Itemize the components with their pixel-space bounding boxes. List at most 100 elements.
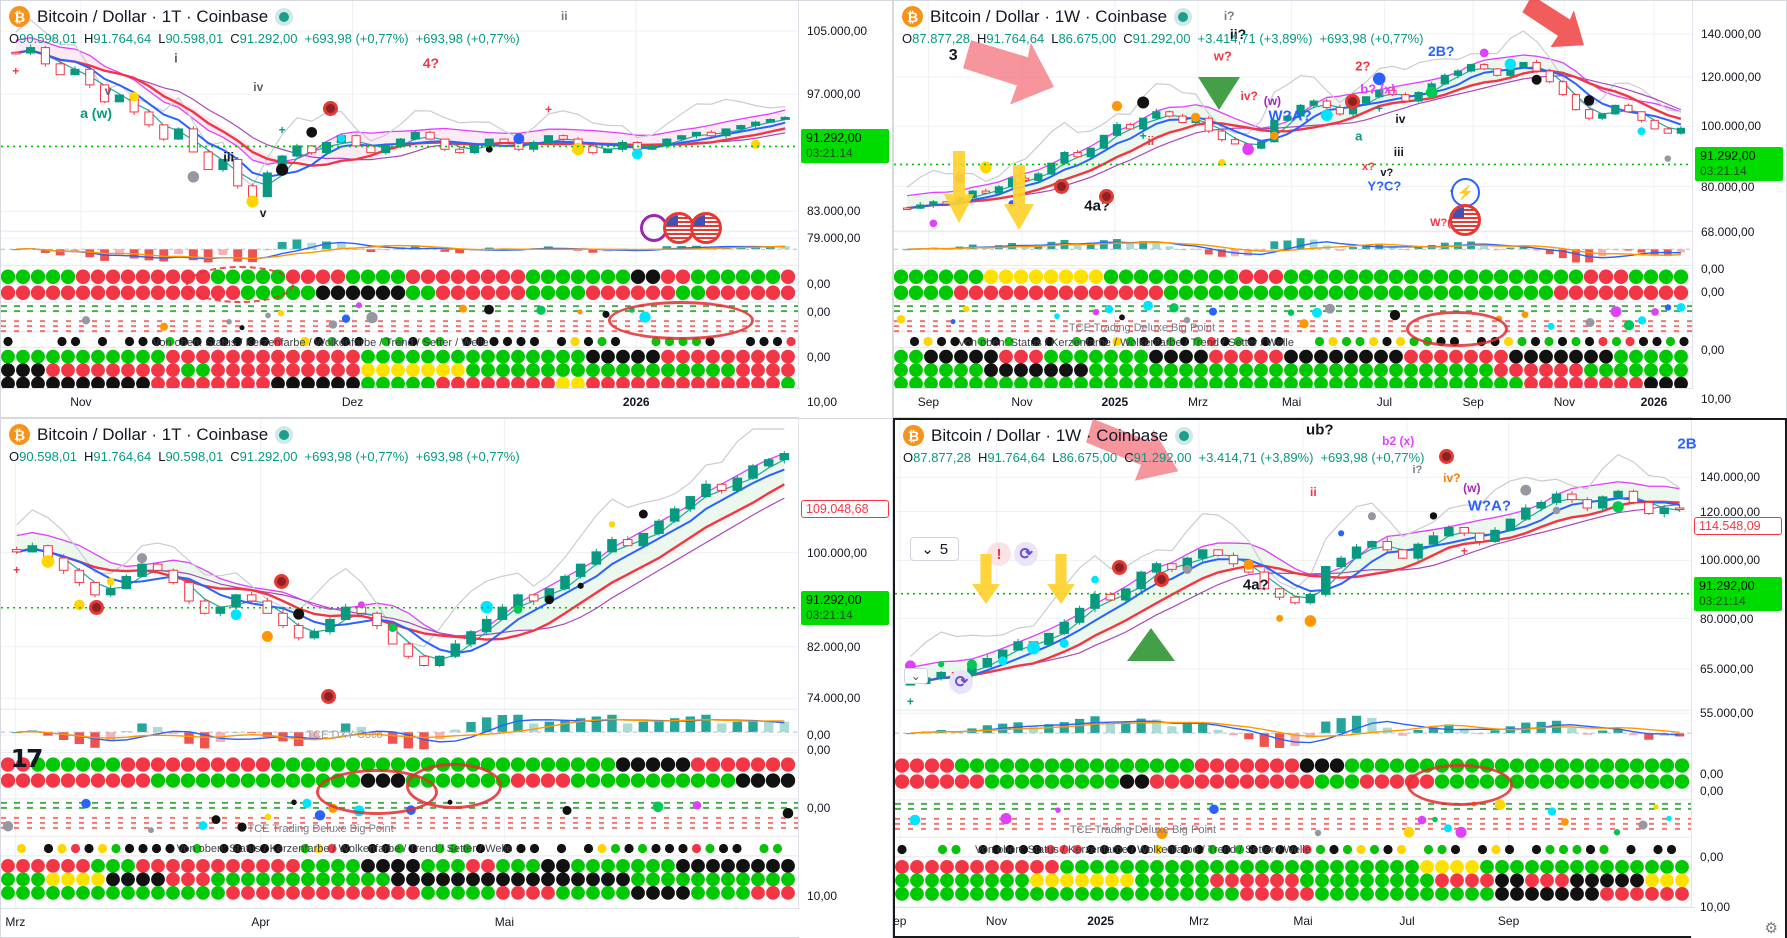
- signal-target-icon[interactable]: [1098, 188, 1114, 204]
- signal-target-icon[interactable]: [321, 689, 337, 705]
- chart-content[interactable]: + + ₿ Bitcoin / Dollar · 1W · Coinbase O8…: [893, 0, 1694, 391]
- price-scale-label[interactable]: 120.000,00: [1701, 70, 1762, 85]
- time-axis[interactable]: Mrz Apr Mai: [1, 908, 800, 937]
- chart-panel-btcusd-1d[interactable]: + ₿ Bitcoin / Dollar · 1T · Coinbase O90…: [0, 418, 893, 938]
- price-scale-label[interactable]: 74.000,00: [807, 691, 861, 706]
- arrow-drawing[interactable]: [1518, 0, 1590, 54]
- time-axis-label[interactable]: Nov: [1553, 395, 1576, 409]
- time-axis-label[interactable]: Mai: [1281, 395, 1302, 409]
- time-axis-label[interactable]: Nov: [70, 395, 92, 409]
- chart-content[interactable]: + + + ₿ Bitcoin / Dollar · 1T · Coinbase O…: [0, 1, 800, 391]
- price-scale-label[interactable]: 0,00: [1701, 343, 1725, 358]
- price-scale-label[interactable]: 0,00: [1700, 784, 1724, 799]
- chart-panel-btcusd-1w[interactable]: + + ₿ Bitcoin / Dollar · 1W · Coinbase O8…: [893, 418, 1787, 938]
- settings-gear-icon[interactable]: ⚙: [1764, 920, 1778, 937]
- time-axis[interactable]: Nov Dez 2026: [1, 388, 800, 417]
- down-triangle-marker[interactable]: [1198, 77, 1240, 115]
- time-axis-label[interactable]: Jul: [1376, 395, 1393, 409]
- price-scale[interactable]: 140.000,00 120.000,00 100.000,00 80.000,00 6…: [1691, 420, 1785, 938]
- time-axis-label[interactable]: Jul: [1399, 914, 1415, 928]
- chart-content[interactable]: + ₿ Bitcoin / Dollar · 1T · Coinbase O90…: [0, 419, 800, 911]
- price-scale-label[interactable]: 0,00: [1700, 766, 1724, 781]
- candlestick-chart[interactable]: +: [0, 419, 800, 911]
- arrow-drawing[interactable]: [961, 36, 1056, 113]
- price-scale[interactable]: 105.000,00 97.000,00 83.000,00 79.000,00 0,0…: [798, 1, 892, 419]
- price-scale-label[interactable]: 0,00: [1701, 261, 1725, 276]
- candlestick-chart[interactable]: + + +: [0, 1, 800, 391]
- price-scale-label[interactable]: 0,00: [1701, 284, 1725, 299]
- price-scale-label[interactable]: 80.000,00: [1701, 179, 1755, 194]
- time-axis-label[interactable]: 2026: [622, 395, 650, 409]
- price-scale-label[interactable]: 0,00: [807, 304, 831, 319]
- price-scale-label[interactable]: 65.000,00: [1700, 662, 1754, 677]
- time-axis-label[interactable]: Mai: [494, 915, 515, 929]
- down-arrow-drawing[interactable]: [1047, 553, 1075, 609]
- price-scale-label[interactable]: 140.000,00: [1701, 27, 1762, 42]
- time-axis-label[interactable]: ep: [893, 914, 907, 928]
- refresh-icon[interactable]: ⟳: [1014, 542, 1039, 567]
- price-scale-label[interactable]: 0,00: [1700, 849, 1724, 864]
- chart-content[interactable]: + + ₿ Bitcoin / Dollar · 1W · Coinbase O8…: [894, 419, 1697, 912]
- signal-target-icon[interactable]: [1054, 178, 1069, 194]
- up-triangle-marker[interactable]: [1127, 628, 1175, 666]
- time-axis-label[interactable]: Nov: [985, 914, 1008, 928]
- down-arrow-drawing[interactable]: [1004, 164, 1035, 235]
- signal-target-icon[interactable]: [274, 573, 290, 589]
- chart-panel-btcusd-1w[interactable]: + + ₿ Bitcoin / Dollar · 1W · Coinbase O8…: [893, 0, 1787, 419]
- time-axis-label[interactable]: Mrz: [1188, 395, 1208, 409]
- price-scale-label[interactable]: 10,00: [807, 394, 838, 409]
- price-scale-label[interactable]: 79.000,00: [807, 231, 861, 246]
- price-scale-label[interactable]: 0,00: [807, 728, 831, 743]
- time-axis-label[interactable]: 2026: [1640, 395, 1668, 409]
- price-scale-label[interactable]: 0,00: [807, 743, 831, 758]
- signal-target-icon[interactable]: [88, 600, 104, 616]
- signal-target-icon[interactable]: [1439, 448, 1454, 464]
- refresh-icon[interactable]: ⟳: [949, 669, 974, 694]
- price-scale-label[interactable]: 97.000,00: [807, 87, 861, 102]
- price-scale-label[interactable]: 82.000,00: [807, 639, 861, 654]
- price-scale-label[interactable]: 10,00: [1701, 391, 1732, 406]
- interval-dropdown[interactable]: ⌄ 5: [910, 537, 960, 562]
- collapse-button[interactable]: ⌄: [903, 668, 928, 685]
- price-scale-label[interactable]: 100.000,00: [1701, 119, 1762, 134]
- time-axis[interactable]: Sep Nov 2025 Mrz Mai Jul Sep Nov 2026: [894, 388, 1694, 417]
- price-scale-label[interactable]: 140.000,00: [1700, 470, 1761, 485]
- time-axis-label[interactable]: Sep: [1497, 914, 1520, 928]
- price-scale[interactable]: 100.000,00 82.000,00 74.000,00 0,00 0,00 0,00…: [798, 419, 892, 938]
- down-arrow-drawing[interactable]: [943, 151, 974, 228]
- us-flag-badge-icon[interactable]: [689, 211, 722, 244]
- price-scale-label[interactable]: 100.000,00: [807, 545, 868, 560]
- candlestick-chart[interactable]: ++: [894, 420, 1695, 912]
- time-axis-label[interactable]: 2025: [1087, 914, 1114, 928]
- price-scale-label[interactable]: 0,00: [807, 349, 831, 364]
- price-scale-label[interactable]: 105.000,00: [807, 24, 868, 39]
- time-axis[interactable]: ep Nov 2025 Mrz Mai Jul Sep: [893, 907, 1695, 936]
- price-scale-label[interactable]: 83.000,00: [807, 204, 861, 219]
- price-scale-label[interactable]: 0,00: [807, 801, 831, 816]
- price-scale-label[interactable]: 10,00: [807, 888, 838, 903]
- us-flag-badge-icon[interactable]: [1449, 203, 1482, 236]
- signal-target-icon[interactable]: [322, 101, 338, 117]
- arrow-drawing[interactable]: [1082, 419, 1182, 487]
- price-scale-label[interactable]: 120.000,00: [1700, 504, 1761, 519]
- signal-target-icon[interactable]: [1345, 93, 1361, 109]
- time-axis-label[interactable]: Sep: [917, 395, 940, 409]
- time-axis-label[interactable]: Dez: [341, 395, 364, 409]
- price-scale-label[interactable]: 10,00: [1700, 899, 1731, 914]
- time-axis-label[interactable]: 2025: [1101, 395, 1129, 409]
- price-scale-label[interactable]: 80.000,00: [1700, 611, 1754, 626]
- time-axis-label[interactable]: Mrz: [1189, 914, 1209, 928]
- time-axis-label[interactable]: Mai: [1293, 914, 1313, 928]
- time-axis-label[interactable]: Sep: [1462, 395, 1484, 409]
- signal-target-icon[interactable]: [1154, 572, 1170, 588]
- price-scale-label[interactable]: 0,00: [807, 277, 831, 292]
- price-scale-label[interactable]: 55.000,00: [1700, 706, 1754, 721]
- price-scale-label[interactable]: 68.000,00: [1701, 224, 1755, 239]
- time-axis-label[interactable]: Mrz: [5, 915, 26, 929]
- time-axis-label[interactable]: Nov: [1011, 395, 1033, 409]
- price-scale[interactable]: 140.000,00 120.000,00 100.000,00 80.000,00 6…: [1692, 1, 1786, 419]
- price-scale-label[interactable]: 100.000,00: [1700, 553, 1761, 568]
- down-arrow-drawing[interactable]: [971, 553, 1000, 609]
- time-axis-label[interactable]: Apr: [251, 915, 271, 929]
- signal-target-icon[interactable]: [1111, 560, 1127, 576]
